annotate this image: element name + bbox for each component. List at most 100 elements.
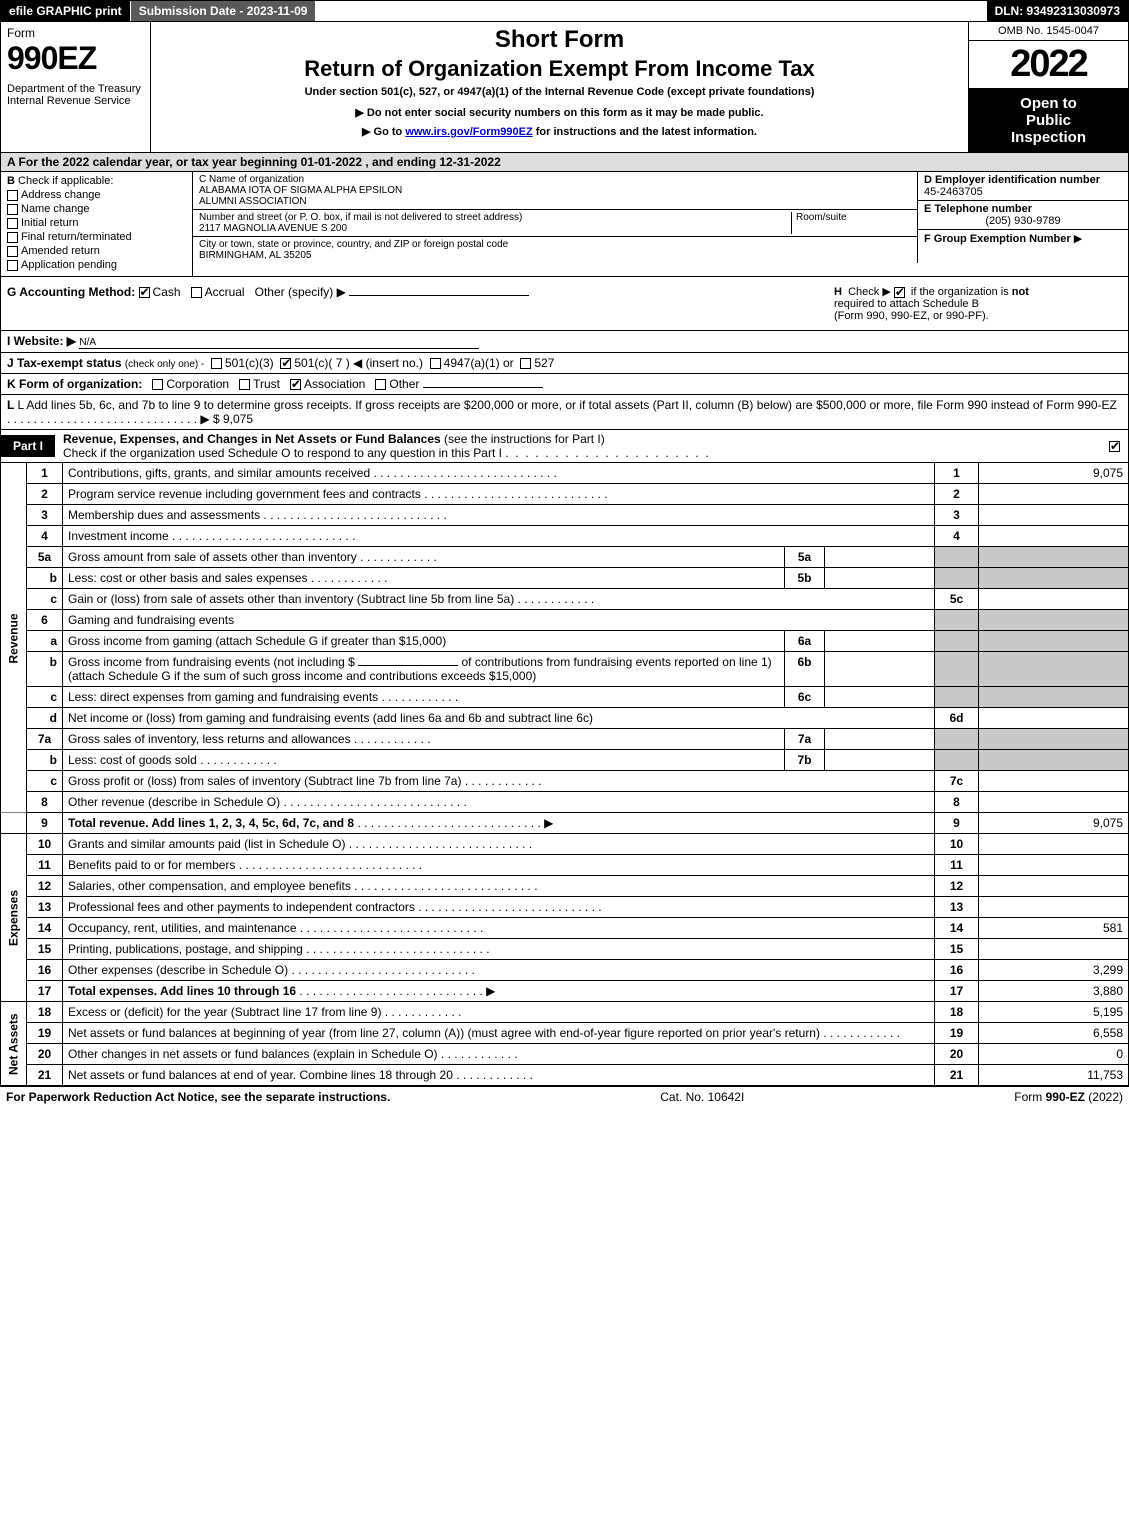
section-b: B Check if applicable: Address change Na…: [1, 172, 193, 276]
chk-trust[interactable]: [239, 379, 250, 390]
section-a: A For the 2022 calendar year, or tax yea…: [0, 153, 1129, 172]
section-l: L L Add lines 5b, 6c, and 7b to line 9 t…: [0, 395, 1129, 430]
line-7c: c Gross profit or (loss) from sales of i…: [1, 771, 1129, 792]
chk-cash[interactable]: [139, 287, 150, 298]
part-1-checkbox[interactable]: [1104, 439, 1128, 453]
h-text4: (Form 990, 990-EZ, or 990-PF).: [834, 310, 989, 322]
c-room-label: Room/suite: [791, 212, 911, 234]
c-street: 2117 MAGNOLIA AVENUE S 200: [199, 223, 787, 234]
c-addr-block: Number and street (or P. O. box, if mail…: [193, 210, 917, 237]
chk-final-return[interactable]: Final return/terminated: [7, 231, 186, 243]
chk-schedule-b[interactable]: [894, 287, 905, 298]
line-5b: b Less: cost or other basis and sales ex…: [1, 568, 1129, 589]
tax-year: 2022: [969, 41, 1128, 88]
chk-amended-return[interactable]: Amended return: [7, 245, 186, 257]
chk-accrual[interactable]: [191, 287, 202, 298]
chk-other-org[interactable]: [375, 379, 386, 390]
line-20: 20 Other changes in net assets or fund b…: [1, 1044, 1129, 1065]
line-21: 21 Net assets or fund balances at end of…: [1, 1065, 1129, 1086]
f-label: F Group Exemption Number: [924, 233, 1071, 245]
line-5a: 5a Gross amount from sale of assets othe…: [1, 547, 1129, 568]
part-1-title: Revenue, Expenses, and Changes in Net As…: [55, 430, 1104, 462]
form-header: Form 990EZ Department of the Treasury In…: [0, 22, 1129, 153]
section-e: E Telephone number (205) 930-9789: [918, 201, 1128, 230]
line-5c: c Gain or (loss) from sale of assets oth…: [1, 589, 1129, 610]
chk-assoc[interactable]: [290, 379, 301, 390]
l-value: $ 9,075: [213, 412, 253, 426]
k-other-blank[interactable]: [423, 387, 543, 388]
line-9: 9 Total revenue. Add lines 1, 2, 3, 4, 5…: [1, 813, 1129, 834]
section-def: D Employer identification number 45-2463…: [918, 172, 1128, 263]
chk-application-pending[interactable]: Application pending: [7, 259, 186, 271]
l-dots: . . . . . . . . . . . . . . . . . . . . …: [7, 412, 197, 426]
line-1: Revenue 1 Contributions, gifts, grants, …: [1, 463, 1129, 484]
c-name-block: C Name of organization ALABAMA IOTA OF S…: [193, 172, 917, 210]
f-arrow: ▶: [1074, 233, 1082, 245]
inspect-1: Open to: [973, 95, 1124, 112]
footer-left: For Paperwork Reduction Act Notice, see …: [6, 1090, 390, 1104]
line-6: 6 Gaming and fundraising events: [1, 610, 1129, 631]
g-other: Other (specify) ▶: [255, 285, 346, 299]
c-street-label: Number and street (or P. O. box, if mail…: [199, 212, 787, 223]
line-10: Expenses 10 Grants and similar amounts p…: [1, 834, 1129, 855]
header-center: Short Form Return of Organization Exempt…: [151, 22, 968, 152]
section-h: H Check ▶ if the organization is not req…: [828, 277, 1128, 330]
line-7a: 7a Gross sales of inventory, less return…: [1, 729, 1129, 750]
part-1-check-line: Check if the organization used Schedule …: [63, 446, 502, 460]
line-6b: b Gross income from fundraising events (…: [1, 652, 1129, 687]
efile-label: efile GRAPHIC print: [1, 1, 130, 21]
h-label: H: [834, 286, 842, 298]
e-value: (205) 930-9789: [924, 215, 1122, 227]
j-label: J Tax-exempt status: [7, 356, 122, 370]
b-checkif: Check if applicable:: [18, 175, 113, 187]
i-value: N/A: [79, 337, 479, 349]
chk-initial-return[interactable]: Initial return: [7, 217, 186, 229]
chk-501c[interactable]: [280, 358, 291, 369]
chk-501c3[interactable]: [211, 358, 222, 369]
line-6d: d Net income or (loss) from gaming and f…: [1, 708, 1129, 729]
irs-label: Internal Revenue Service: [7, 95, 144, 107]
g-label: G Accounting Method:: [7, 285, 135, 299]
goto-post: for instructions and the latest informat…: [533, 126, 757, 138]
line-6c: c Less: direct expenses from gaming and …: [1, 687, 1129, 708]
h-text3: required to attach Schedule B: [834, 298, 979, 310]
line-17: 17 Total expenses. Add lines 10 through …: [1, 981, 1129, 1002]
inspect-2: Public: [973, 112, 1124, 129]
line-19: 19 Net assets or fund balances at beginn…: [1, 1023, 1129, 1044]
form-word: Form: [7, 26, 144, 40]
c-city-block: City or town, state or province, country…: [193, 237, 917, 263]
chk-corp[interactable]: [152, 379, 163, 390]
main-title: Return of Organization Exempt From Incom…: [161, 56, 958, 82]
lines-table: Revenue 1 Contributions, gifts, grants, …: [0, 463, 1129, 1086]
line-13: 13 Professional fees and other payments …: [1, 897, 1129, 918]
side-expenses: Expenses: [1, 834, 27, 1002]
dln-label: DLN: 93492313030973: [987, 1, 1128, 21]
ssn-note: ▶ Do not enter social security numbers o…: [161, 106, 958, 119]
subtitle: Under section 501(c), 527, or 4947(a)(1)…: [161, 86, 958, 98]
line-14: 14 Occupancy, rent, utilities, and maint…: [1, 918, 1129, 939]
6b-blank[interactable]: [358, 665, 458, 666]
submission-date: Submission Date - 2023-11-09: [130, 1, 317, 21]
l-arrow: ▶: [200, 412, 209, 426]
header-right: OMB No. 1545-0047 2022 Open to Public In…: [968, 22, 1128, 152]
g-other-blank[interactable]: [349, 295, 529, 296]
i-label: I Website: ▶: [7, 334, 76, 348]
footer: For Paperwork Reduction Act Notice, see …: [0, 1086, 1129, 1107]
goto-link[interactable]: www.irs.gov/Form990EZ: [405, 126, 532, 138]
section-gh: G Accounting Method: Cash Accrual Other …: [0, 277, 1129, 331]
footer-cat: Cat. No. 10642I: [390, 1090, 1014, 1104]
chk-4947[interactable]: [430, 358, 441, 369]
e-label: E Telephone number: [924, 203, 1032, 215]
c-city-label: City or town, state or province, country…: [199, 239, 911, 250]
header-left: Form 990EZ Department of the Treasury In…: [1, 22, 151, 152]
top-spacer: [316, 1, 986, 21]
top-bar: efile GRAPHIC print Submission Date - 20…: [0, 0, 1129, 22]
d-value: 45-2463705: [924, 186, 1122, 198]
c-name-label: C Name of organization: [199, 174, 911, 185]
chk-address-change[interactable]: Address change: [7, 189, 186, 201]
org-line-1: ALABAMA IOTA OF SIGMA ALPHA EPSILON: [199, 185, 911, 196]
chk-527[interactable]: [520, 358, 531, 369]
side-netassets: Net Assets: [1, 1002, 27, 1086]
dept-label: Department of the Treasury: [7, 83, 144, 95]
chk-name-change[interactable]: Name change: [7, 203, 186, 215]
